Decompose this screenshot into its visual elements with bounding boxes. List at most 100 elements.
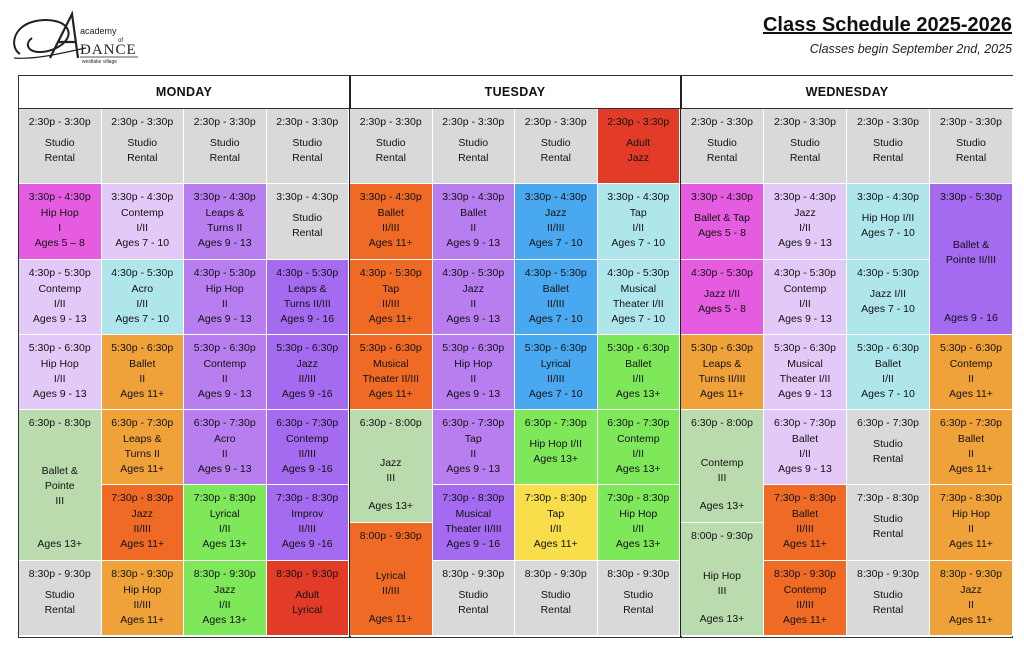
- class-time: 4:30p - 5:30p: [276, 266, 339, 279]
- class-cell: 2:30p - 3:30p Studio Rental: [266, 109, 349, 185]
- class-cell: 8:30p - 9:30p Studio Rental: [597, 560, 680, 636]
- class-name: Studio: [540, 137, 571, 149]
- class-cell: 8:30p - 9:30p Jazz I/II Ages 13+: [184, 560, 267, 636]
- class-time: 2:30p - 3:30p: [607, 116, 670, 128]
- class-ages: Ages 7 - 10: [611, 312, 666, 325]
- class-level: II: [470, 222, 477, 235]
- class-level: Rental: [44, 603, 75, 616]
- class-name: Ballet: [129, 357, 156, 370]
- class-time: 6:30p - 7:30p: [276, 417, 339, 430]
- class-cell: 4:30p - 5:30p Tap II/III Ages 11+: [350, 259, 433, 335]
- class-cell: 3:30p - 4:30p Ballet II Ages 9 - 13: [432, 184, 515, 260]
- class-time: 3:30p - 4:30p: [111, 191, 174, 204]
- class-time: 8:30p - 9:30p: [193, 567, 256, 580]
- class-cell: 7:30p - 8:30p Musical Theater II/III Ages 9…: [432, 485, 515, 561]
- class-cell: 6:30p - 8:00p Contemp III Ages 13+: [681, 410, 764, 524]
- schedule-grid: MONDAY TUESDAY WEDNESDAY ▼ 2:30p - 3:30p…: [18, 75, 1013, 638]
- class-ages: Ages 7 - 10: [115, 312, 170, 325]
- class-time: 5:30p - 6:30p: [857, 341, 919, 354]
- class-cell: 2:30p - 3:30p Studio Rental: [681, 109, 764, 185]
- class-level: II/III: [298, 448, 316, 461]
- class-name: Ballet: [460, 207, 487, 220]
- class-level: Theater I/II: [779, 372, 831, 385]
- class-ages: Ages 11+: [368, 612, 413, 625]
- class-ages: Ages 7 - 10: [528, 237, 583, 250]
- class-ages: Ages 9 - 13: [197, 387, 252, 400]
- class-name: Ballet: [791, 433, 819, 446]
- class-cell: 6:30p - 7:30p Leaps & Turns II Ages 11+: [101, 410, 184, 486]
- class-time: 3:30p - 4:30p: [774, 191, 836, 204]
- class-ages: Ages 11+: [120, 538, 165, 551]
- class-name: Tap: [547, 508, 565, 521]
- class-time: 3:30p - 4:30p: [442, 191, 505, 204]
- class-level: II: [968, 598, 974, 611]
- svg-text:DANCE: DANCE: [80, 42, 137, 58]
- class-ages: Ages 11+: [368, 312, 413, 325]
- class-time: 7:30p - 8:30p: [111, 492, 174, 505]
- class-name: Acro: [131, 282, 154, 295]
- class-level: II: [968, 448, 974, 461]
- class-name: Contemp: [120, 207, 164, 220]
- class-cell: 8:30p - 9:30p Studio Rental: [19, 560, 102, 636]
- class-level: Jazz: [627, 152, 650, 164]
- class-time: 7:30p - 8:30p: [276, 492, 339, 505]
- class-level: I/II: [799, 297, 811, 310]
- class-level: II/III: [298, 523, 316, 536]
- class-time: 3:30p - 4:30p: [359, 191, 422, 204]
- class-ages: Ages 9 - 13: [32, 312, 87, 325]
- class-time: 8:30p - 9:30p: [774, 567, 836, 580]
- class-cell: 7:30p - 8:30p Lyrical I/II Ages 13+: [184, 485, 267, 561]
- class-time: 6:30p - 7:30p: [193, 417, 256, 430]
- class-time: 4:30p - 5:30p: [28, 266, 91, 279]
- class-cell: 7:30p - 8:30p Studio Rental: [847, 485, 930, 561]
- class-time: 2:30p - 3:30p: [193, 116, 256, 128]
- class-time: 3:30p - 5:30p: [940, 191, 1002, 204]
- class-level: II/III: [796, 523, 814, 536]
- class-level: I/II: [136, 297, 149, 310]
- class-cell: 3:30p - 4:30p Jazz II/III Ages 7 - 10: [515, 184, 598, 260]
- class-level: Ages 7 - 10: [861, 227, 915, 240]
- class-time: 3:30p - 4:30p: [276, 191, 339, 204]
- class-name: Studio: [956, 137, 986, 149]
- class-level: I/II: [218, 523, 231, 536]
- class-cell: 7:30p - 8:30p Ballet II/III Ages 11+: [764, 485, 847, 561]
- class-name: Hip Hop: [40, 207, 79, 220]
- class-level: Rental: [872, 453, 904, 466]
- class-name: Hip Hop: [40, 357, 79, 370]
- class-level: Theater II/III: [362, 372, 420, 385]
- class-time: 4:30p - 5:30p: [442, 266, 505, 279]
- class-name: Ballet &: [952, 239, 990, 252]
- class-time: 7:30p - 8:30p: [857, 492, 919, 505]
- class-name: Hip Hop I/II: [529, 438, 583, 451]
- class-cell: 7:30p - 8:30p Hip Hop I/II Ages 13+: [597, 485, 680, 561]
- class-ages: Ages 9 - 13: [446, 387, 501, 400]
- class-name: Ballet &: [41, 465, 78, 478]
- class-level: I/II: [632, 448, 645, 461]
- class-cell: 4:30p - 5:30p Hip Hop II Ages 9 - 13: [184, 259, 267, 335]
- class-name: Studio: [292, 212, 323, 225]
- class-time: 7:30p - 8:30p: [193, 492, 256, 505]
- class-ages: Ages 9 - 13: [778, 463, 832, 476]
- academy-of-dance-logo: academy of DANCE westlake village: [6, 8, 141, 66]
- class-name: Contemp: [700, 456, 744, 469]
- class-name: Lyrical: [209, 508, 240, 521]
- class-level: Rental: [540, 603, 571, 616]
- class-cell: 8:30p - 9:30p Adult Lyrical: [266, 560, 349, 636]
- class-time: 8:30p - 9:30p: [857, 567, 919, 580]
- class-level: Rental: [127, 152, 158, 164]
- class-level: Rental: [458, 603, 489, 616]
- class-time: 3:30p - 4:30p: [607, 191, 670, 204]
- class-level: I/II: [53, 297, 66, 310]
- class-ages: Ages 13+: [202, 538, 248, 551]
- class-name: Studio: [209, 137, 240, 149]
- class-ages: Ages 11+: [949, 463, 993, 476]
- class-time: 5:30p - 6:30p: [111, 341, 174, 354]
- class-ages: Ages 11+: [120, 387, 165, 400]
- class-ages: Ages 9 - 13: [446, 312, 501, 325]
- class-level: II/III: [546, 222, 565, 235]
- class-level: Rental: [706, 152, 738, 164]
- class-cell: 5:30p - 6:30p Contemp II Ages 9 - 13: [184, 334, 267, 411]
- class-cell: 6:30p - 7:30p Studio Rental: [847, 410, 930, 486]
- class-level: Rental: [872, 603, 904, 616]
- class-level: II: [470, 448, 477, 461]
